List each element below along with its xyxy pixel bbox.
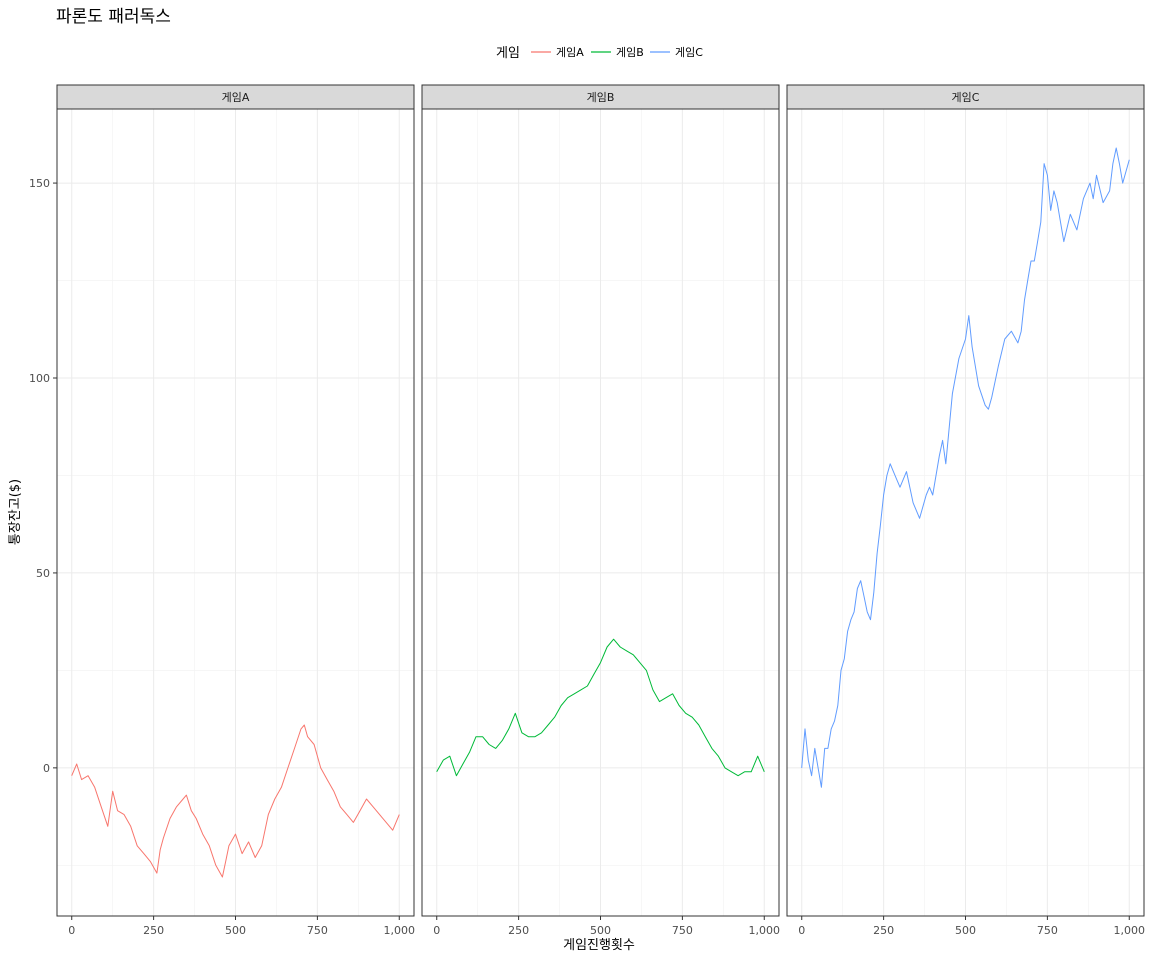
legend-label-game-c: 게임C [675,46,703,59]
legend-item-game-b: 게임B [591,46,644,59]
panel-game-a: 게임A 0 250 500 750 1,000 [56,84,415,937]
panel-game-c: 게임C 0 250 500 750 1,000 [786,84,1145,937]
x-tick-label: 1,000 [1114,924,1146,937]
x-tick-label: 500 [225,924,246,937]
x-axis: 0 250 500 750 1,000 [798,916,1145,937]
x-tick-label: 750 [307,924,328,937]
facet-strip [56,84,415,110]
x-axis: 0 250 500 750 1,000 [433,916,780,937]
grid-lines [787,109,1144,916]
x-tick-label: 750 [672,924,693,937]
x-tick-label: 250 [873,924,894,937]
series-line-game-b [436,638,765,777]
x-tick-label: 0 [433,924,440,937]
panel-game-b: 게임B 0 250 500 750 1,000 [421,84,780,937]
series-line-game-c [801,147,1130,788]
x-tick-label: 0 [798,924,805,937]
facet-strip [421,84,780,110]
legend: 게임 게임A 게임B 게임C [496,46,703,61]
x-tick-label: 1,000 [749,924,781,937]
x-tick-label: 0 [68,924,75,937]
legend-label-game-a: 게임A [556,46,584,59]
y-tick-label: 50 [36,567,50,580]
facet-strip-label: 게임A [222,91,250,104]
x-tick-label: 250 [508,924,529,937]
x-tick-label: 500 [955,924,976,937]
x-tick-label: 1,000 [384,924,416,937]
grid-lines [422,109,779,916]
legend-label-game-b: 게임B [616,46,644,59]
legend-item-game-c: 게임C [650,46,703,59]
x-axis: 0 250 500 750 1,000 [68,916,415,937]
y-axis-title: 통장잔고($) [8,479,23,545]
facet-strip-label: 게임C [952,91,980,104]
facet-panels: 게임A 0 250 500 750 1,000 게임B 0 250 500 750 1,000 게임C 0… [56,84,1145,937]
legend-title: 게임 [496,46,520,61]
facet-strip-label: 게임B [587,91,615,104]
chart-title: 파론도 패러독스 [56,7,171,27]
series-line-game-a [71,724,400,878]
facet-strip [786,84,1145,110]
y-tick-label: 0 [43,762,50,775]
y-axis: 0 50 100 150 [29,177,57,775]
legend-item-game-a: 게임A [531,46,584,59]
x-tick-label: 500 [590,924,611,937]
x-axis-title: 게임진행횟수 [563,937,635,953]
y-tick-label: 100 [29,372,50,385]
grid-lines [57,109,414,916]
y-tick-label: 150 [29,177,50,190]
x-tick-label: 750 [1037,924,1058,937]
x-tick-label: 250 [143,924,164,937]
